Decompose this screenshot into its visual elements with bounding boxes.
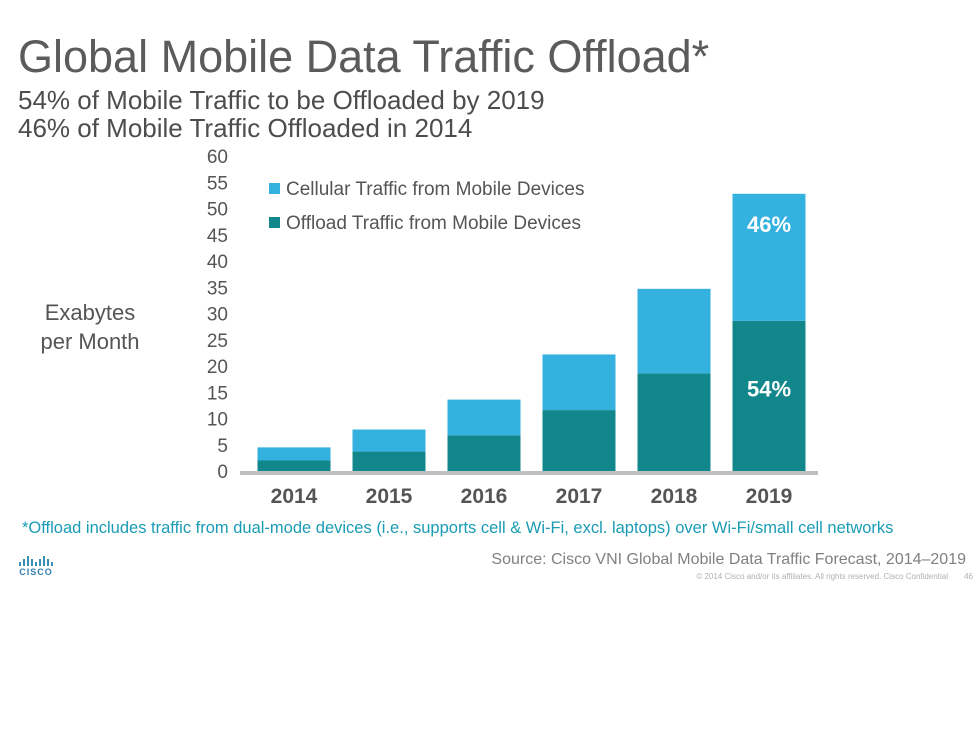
y-axis-label: Exabytes per Month	[40, 300, 140, 354]
y-tick-label: 10	[207, 410, 228, 431]
annotation-46pct: 46%	[747, 212, 791, 237]
bar-offload-2018	[637, 373, 711, 471]
bar-offload-2017	[542, 410, 616, 471]
y-tick-label: 5	[217, 436, 228, 457]
x-tick-label-2018: 2018	[651, 485, 698, 508]
page-title: Global Mobile Data Traffic Offload*	[18, 31, 710, 82]
y-tick-label: 30	[207, 305, 228, 326]
y-tick-label: 0	[217, 462, 228, 483]
x-tick-label-2014: 2014	[271, 485, 318, 508]
y-tick-label: 15	[207, 383, 228, 404]
y-tick-label: 55	[207, 173, 228, 194]
cisco-logo-text: CISCO	[19, 567, 53, 577]
stacked-bar-chart: 0 5 10 15 20 25 30 35 40 45 50 55 60 2014 2015 2016 2017…	[207, 147, 818, 508]
y-tick-label: 35	[207, 278, 228, 299]
bar-offload-2019	[732, 320, 806, 471]
bar-cellular-2019	[732, 193, 806, 321]
x-axis-line	[240, 471, 818, 475]
x-tick-label-2019: 2019	[746, 485, 793, 508]
bar-cellular-2015	[352, 429, 426, 452]
legend-label-cellular: Cellular Traffic from Mobile Devices	[286, 179, 584, 200]
bar-offload-2015	[352, 451, 426, 471]
subtitle-2019: 54% of Mobile Traffic to be Offloaded by…	[18, 85, 545, 115]
bar-cellular-2016	[447, 399, 521, 436]
y-tick-label: 45	[207, 226, 228, 247]
bar-offload-2016	[447, 435, 521, 471]
bar-cellular-2014	[257, 447, 331, 461]
footnote: *Offload includes traffic from dual-mode…	[22, 519, 894, 537]
page-number: 46	[964, 572, 973, 581]
y-tick-label: 25	[207, 331, 228, 352]
x-tick-label-2016: 2016	[461, 485, 508, 508]
x-tick-label-2015: 2015	[366, 485, 413, 508]
x-tick-label-2017: 2017	[556, 485, 603, 508]
y-tick-label: 50	[207, 200, 228, 221]
legend-swatch-offload	[269, 217, 280, 228]
y-tick-label: 60	[207, 147, 228, 168]
bar-offload-2014	[257, 460, 331, 471]
y-tick-label: 20	[207, 357, 228, 378]
bar-cellular-2018	[637, 288, 711, 374]
bar-cellular-2017	[542, 354, 616, 411]
source-note: Source: Cisco VNI Global Mobile Data Tra…	[491, 551, 966, 568]
subtitle-2014: 46% of Mobile Traffic Offloaded in 2014	[18, 113, 473, 143]
cisco-logo: CISCO	[14, 556, 58, 582]
y-tick-label: 40	[207, 252, 228, 273]
copyright-note: © 2014 Cisco and/or its affiliates. All …	[696, 572, 948, 581]
legend-label-offload: Offload Traffic from Mobile Devices	[286, 213, 581, 234]
legend-swatch-cellular	[269, 183, 280, 194]
annotation-54pct: 54%	[747, 376, 791, 401]
cisco-logo-bars	[14, 556, 58, 566]
